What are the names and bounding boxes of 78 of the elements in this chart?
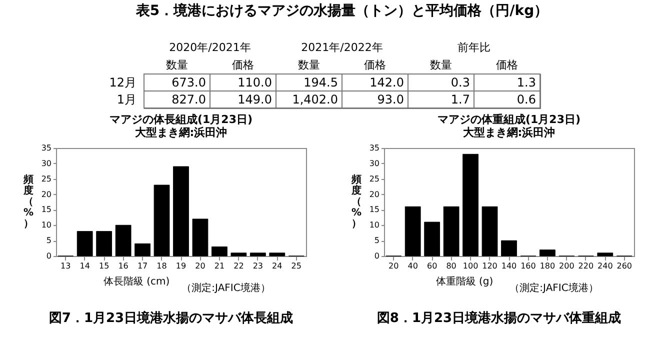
x-tick-label: 240 [598, 262, 613, 270]
chart-title: マアジの体長組成(1月23日) [109, 113, 253, 126]
category-label: 価格 [364, 58, 386, 72]
category-label: 数量 [298, 58, 320, 72]
caption: 図8．1月23日境港水揚のマサバ体重組成 [376, 310, 622, 326]
y-tick-label: 0 [46, 252, 52, 260]
text: 194.5 [303, 76, 338, 90]
x-tick-label: 200 [559, 262, 574, 270]
x-tick-label: 140 [501, 262, 517, 270]
y-tick-label: 20 [41, 190, 52, 199]
text: 表5．境港におけるマアジの水揚量（トン）と平均価格（円/kg） [134, 2, 548, 19]
chart-title: マアジの体重組成(1月23日) [437, 113, 581, 126]
text: 1.7 [450, 92, 470, 106]
y-tick-label: 25 [41, 174, 52, 184]
text: （測定:JAFIC境港） [510, 282, 598, 294]
category-label: 数量 [166, 58, 188, 72]
y-tick-label: 30 [41, 158, 52, 168]
category-label: 価格 [496, 58, 518, 72]
x-tick-label: 16 [118, 262, 128, 270]
x-tick-label: 220 [578, 262, 594, 270]
y-tick-label: 25 [369, 174, 380, 184]
y-axis-title: 頻度（%） [350, 174, 362, 230]
text: 149.0 [237, 92, 272, 106]
x-tick-label: 40 [408, 262, 418, 270]
x-tick-label: 18 [156, 262, 167, 270]
y-tick-label: 0 [374, 252, 380, 260]
y-tick-label: 10 [41, 220, 52, 230]
x-tick-label: 100 [462, 262, 478, 270]
x-tick-label: 260 [616, 262, 632, 270]
text: 0.6 [516, 92, 536, 106]
x-tick-label: 15 [98, 262, 110, 270]
x-tick-label: 25 [291, 262, 302, 270]
text: （測定:JAFIC境港） [182, 282, 270, 294]
x-tick-label: 17 [137, 262, 148, 270]
y-axis-title: 頻度（%） [22, 174, 34, 230]
x-tick-label: 19 [176, 262, 186, 270]
x-tick-label: 80 [446, 262, 456, 270]
y-tick-label: 10 [369, 220, 380, 230]
category-label: 1月 [116, 92, 136, 106]
category-label: 数量 [430, 58, 452, 72]
text: 827.0 [171, 92, 206, 106]
x-tick-label: 20 [195, 262, 206, 270]
x-tick-label: 13 [60, 262, 71, 270]
text: 93.0 [376, 92, 404, 106]
y-tick-label: 15 [369, 205, 380, 214]
text: 673.0 [171, 76, 206, 90]
x-tick-label: 180 [540, 262, 556, 270]
text: 110.0 [237, 76, 272, 90]
category-label: 12月 [108, 76, 136, 90]
y-tick-label: 35 [369, 144, 380, 152]
x-tick-label: 24 [272, 262, 282, 270]
x-tick-label: 160 [520, 262, 536, 270]
x-tick-label: 20 [388, 262, 399, 270]
y-tick-label: 5 [46, 236, 52, 246]
text: 1,402.0 [292, 92, 338, 106]
y-tick-label: 30 [369, 158, 380, 168]
x-tick-label: 22 [234, 262, 244, 270]
x-tick-label: 21 [214, 262, 225, 270]
x-tick-label: 120 [482, 262, 498, 270]
x-axis-title: 体長階級 (cm) [103, 276, 170, 288]
x-axis-title: 体重階級 (g) [436, 276, 494, 288]
x-tick-label: 60 [426, 262, 438, 270]
text: 前年比 [457, 41, 490, 54]
chart-subtitle: 大型まき網:浜田沖 [462, 126, 556, 139]
y-tick-label: 20 [369, 190, 380, 199]
text: 2021年/2022年 [300, 41, 382, 54]
y-tick-label: 35 [41, 144, 52, 152]
caption: 図7．1月23日境港水揚のマサバ体長組成 [48, 310, 294, 326]
y-tick-label: 15 [41, 205, 52, 214]
text: 2020年/2021年 [168, 41, 250, 54]
category-label: 価格 [232, 58, 254, 72]
x-tick-label: 14 [80, 262, 90, 270]
text: 1.3 [516, 76, 536, 90]
y-tick-label: 5 [374, 236, 380, 246]
chart-subtitle: 大型まき網:浜田沖 [134, 126, 228, 139]
x-tick-label: 23 [252, 262, 264, 270]
text: 142.0 [369, 76, 404, 90]
text: 0.3 [450, 76, 470, 90]
